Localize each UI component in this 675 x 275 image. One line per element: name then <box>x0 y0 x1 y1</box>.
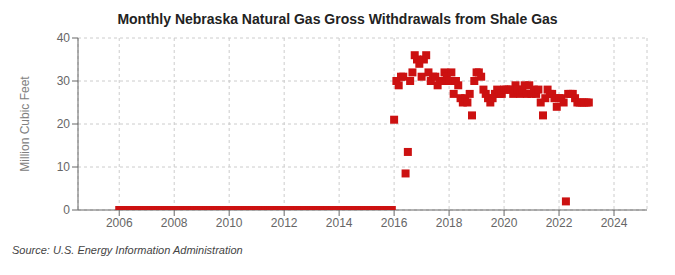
svg-text:Million Cubic Feet: Million Cubic Feet <box>18 76 32 172</box>
svg-text:2020: 2020 <box>491 216 518 230</box>
html-text:Monthly Nebraska Natural Gas G: Monthly Nebraska Natural Gas Gross Withd… <box>117 11 558 27</box>
svg-text:2024: 2024 <box>601 216 628 230</box>
html-text:Source: U.S. Energy Informatio: Source: U.S. Energy Information Administ… <box>12 244 243 256</box>
svg-text:30: 30 <box>57 74 71 88</box>
svg-text:0: 0 <box>63 203 70 217</box>
svg-text:2006: 2006 <box>106 216 133 230</box>
svg-text:2018: 2018 <box>436 216 463 230</box>
svg-text:40: 40 <box>57 31 71 45</box>
svg-text:2008: 2008 <box>161 216 188 230</box>
svg-text:2010: 2010 <box>216 216 243 230</box>
svg-text:2012: 2012 <box>271 216 298 230</box>
svg-text:2014: 2014 <box>326 216 353 230</box>
svg-text:2016: 2016 <box>381 216 408 230</box>
svg-text:20: 20 <box>57 117 71 131</box>
svg-text:10: 10 <box>57 160 71 174</box>
svg-text:2022: 2022 <box>546 216 573 230</box>
